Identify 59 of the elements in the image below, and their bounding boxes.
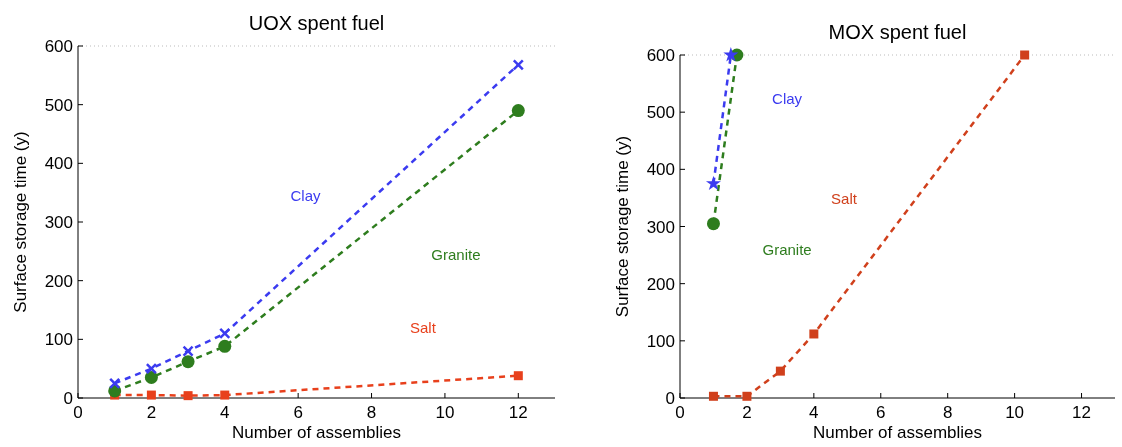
y-tick-label: 400 bbox=[646, 160, 675, 180]
y-tick-label: 600 bbox=[646, 46, 675, 65]
chart-title: MOX spent fuel bbox=[828, 21, 967, 43]
x-tick-label: 6 bbox=[293, 403, 303, 422]
point bbox=[145, 362, 158, 375]
text: Clay bbox=[290, 187, 321, 205]
point bbox=[742, 391, 752, 401]
x-tick-label: 8 bbox=[366, 403, 377, 422]
point bbox=[1020, 50, 1030, 60]
point bbox=[183, 391, 193, 401]
y-tick-label: 200 bbox=[646, 274, 675, 294]
y-tick-label: 600 bbox=[44, 37, 73, 56]
point bbox=[706, 217, 720, 231]
point bbox=[512, 59, 525, 71]
y-tick-label: 200 bbox=[44, 271, 73, 291]
x-tick-label: 10 bbox=[435, 403, 455, 422]
point bbox=[723, 47, 739, 62]
x-axis-title: Number of assemblies bbox=[812, 423, 983, 442]
x-tick-label: 6 bbox=[876, 403, 886, 422]
y-tick-label: 0 bbox=[63, 389, 73, 408]
point bbox=[146, 390, 156, 400]
point bbox=[144, 370, 158, 384]
y-axis-title: Surface storage time (y) bbox=[11, 131, 30, 313]
text: Salt bbox=[831, 189, 858, 207]
point bbox=[220, 390, 230, 400]
text: Granite bbox=[431, 246, 481, 264]
y-tick-label: 0 bbox=[665, 389, 675, 408]
text: Salt bbox=[409, 319, 437, 337]
y-tick-label: 500 bbox=[44, 95, 73, 115]
x-tick-label: 4 bbox=[220, 403, 230, 422]
point bbox=[705, 175, 721, 191]
point bbox=[219, 327, 231, 340]
y-axis-title: Surface storage time (y) bbox=[613, 135, 632, 318]
y-tick-label: 500 bbox=[646, 103, 675, 123]
x-tick-label: 12 bbox=[1072, 403, 1091, 422]
point bbox=[775, 366, 785, 376]
point bbox=[809, 329, 819, 339]
y-tick-label: 300 bbox=[44, 213, 73, 232]
y-tick-label: 400 bbox=[44, 154, 73, 174]
point bbox=[108, 377, 121, 390]
x-tick-label: 2 bbox=[742, 403, 752, 422]
point bbox=[511, 104, 525, 118]
x-axis-title: Number of assemblies bbox=[231, 423, 402, 442]
chart-title: UOX spent fuel bbox=[248, 12, 385, 34]
point bbox=[218, 339, 232, 353]
point bbox=[708, 391, 718, 401]
y-tick-label: 300 bbox=[646, 217, 675, 237]
point bbox=[513, 371, 523, 381]
x-tick-label: 8 bbox=[942, 403, 953, 422]
x-tick-label: 12 bbox=[508, 403, 528, 422]
x-tick-label: 4 bbox=[809, 403, 819, 422]
point bbox=[181, 355, 195, 369]
x-tick-label: 10 bbox=[1005, 403, 1025, 422]
x-tick-label: 2 bbox=[146, 403, 157, 422]
point bbox=[182, 345, 194, 357]
y-tick-label: 100 bbox=[646, 331, 675, 351]
text: Clay bbox=[772, 89, 803, 107]
y-tick-label: 100 bbox=[44, 330, 73, 350]
text: Granite bbox=[762, 241, 812, 259]
